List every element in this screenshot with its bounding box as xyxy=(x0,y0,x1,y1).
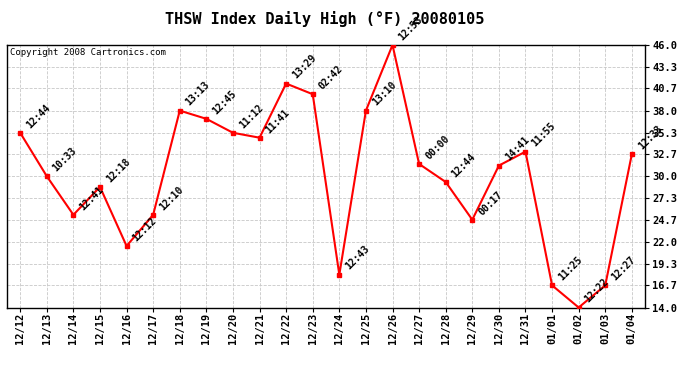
Text: 11:41: 11:41 xyxy=(264,107,292,135)
Text: 13:10: 13:10 xyxy=(370,80,398,108)
Text: THSW Index Daily High (°F) 20080105: THSW Index Daily High (°F) 20080105 xyxy=(165,11,484,27)
Text: 12:41: 12:41 xyxy=(77,184,106,212)
Text: 12:12: 12:12 xyxy=(130,215,159,243)
Text: 12:22: 12:22 xyxy=(583,277,611,305)
Text: 00:17: 00:17 xyxy=(477,189,504,217)
Text: 14:41: 14:41 xyxy=(503,135,531,163)
Text: 13:29: 13:29 xyxy=(290,53,318,81)
Text: 12:44: 12:44 xyxy=(24,102,52,130)
Text: 11:12: 11:12 xyxy=(237,102,265,130)
Text: 12:18: 12:18 xyxy=(104,156,132,184)
Text: 12:45: 12:45 xyxy=(210,88,238,116)
Text: 11:55: 11:55 xyxy=(530,121,558,149)
Text: 12:53: 12:53 xyxy=(397,14,424,42)
Text: 00:00: 00:00 xyxy=(423,134,451,161)
Text: 12:10: 12:10 xyxy=(157,184,185,212)
Text: 10:33: 10:33 xyxy=(51,146,79,174)
Text: 12:33: 12:33 xyxy=(636,123,664,152)
Text: 13:13: 13:13 xyxy=(184,80,212,108)
Text: 11:25: 11:25 xyxy=(556,255,584,283)
Text: 12:27: 12:27 xyxy=(609,255,638,283)
Text: 12:43: 12:43 xyxy=(344,244,371,272)
Text: 02:42: 02:42 xyxy=(317,64,345,92)
Text: 12:44: 12:44 xyxy=(450,152,477,179)
Text: Copyright 2008 Cartronics.com: Copyright 2008 Cartronics.com xyxy=(10,48,166,57)
